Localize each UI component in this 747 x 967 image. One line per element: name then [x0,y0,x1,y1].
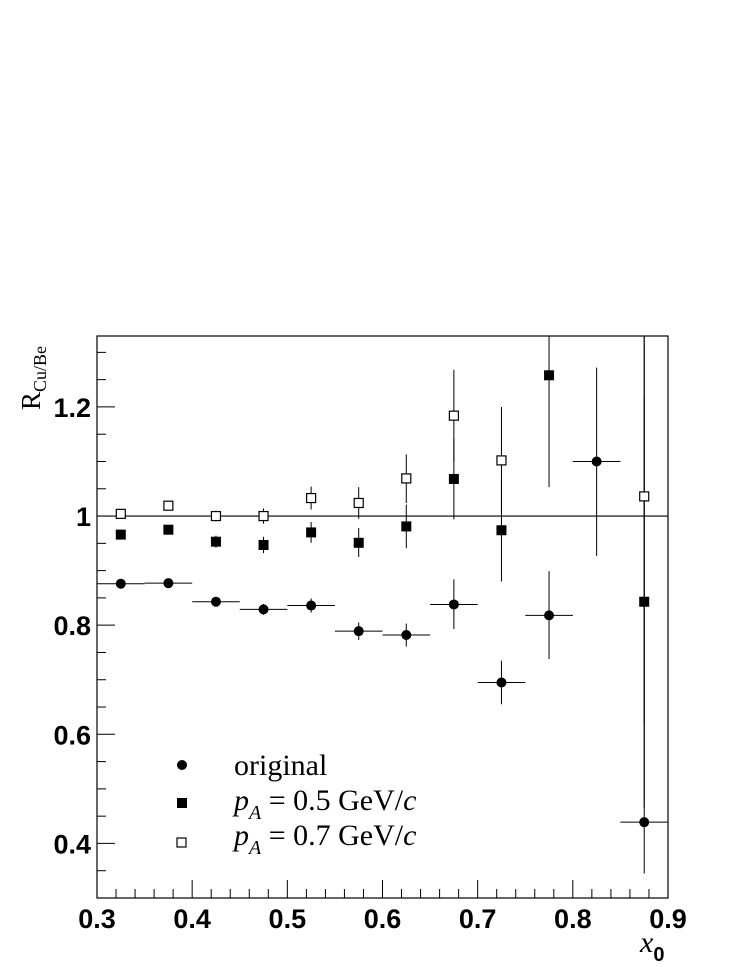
data-point-open-square [448,410,459,421]
data-point-filled-square [448,473,459,484]
legend-label-original: original [234,749,327,782]
data-point-circle [401,630,412,641]
data-point-circle [639,817,650,828]
y-tick-label: 1 [76,502,91,532]
data-point-open-square [258,510,269,522]
data-point-circle [496,677,507,688]
y-axis-label-main: R [16,392,46,410]
y-tick-label: 0.6 [53,720,91,750]
data-point-open-square [115,508,126,519]
y-axis-label-sub: Cu/Be [30,346,50,392]
data-point-circle [115,578,126,589]
data-point-open-square [353,497,364,509]
x-axis-label-main: x [639,926,654,959]
data-point-filled-square [496,525,507,536]
data-point-circle [353,626,364,637]
data-point-open-square [639,491,650,502]
x-axis-label: x0 [639,926,664,966]
data-point-circle [163,578,174,589]
legend-label-pa05: pA = 0.5 GeV/c [232,784,416,824]
x-tick-label: 0.9 [649,904,687,934]
legend-marker-original [177,760,187,770]
data-point-circle [306,600,317,611]
series-2 [115,336,650,724]
y-tick-label: 1.2 [53,393,91,423]
axes: 0.3 0.4 0.5 0.6 0.7 0.8 0.9 0.4 0.6 0.8 1 1.2 [53,335,687,934]
x-tick-label: 0.3 [78,904,116,934]
x-tick-label: 0.7 [459,904,497,934]
data-point-filled-square [163,524,174,535]
data-point-open-square [401,473,412,484]
data-point-filled-square [306,527,317,538]
data-point-open-square [496,455,507,466]
data-point-open-square [306,492,317,504]
data-point-circle [591,456,602,467]
series-1 [115,336,650,808]
y-tick-label: 0.4 [53,829,91,859]
data-marks [97,336,668,874]
data-point-filled-square [210,536,221,547]
data-point-circle [258,604,269,615]
data-point-filled-square [401,521,412,532]
data-point-filled-square [258,539,269,550]
data-point-circle [544,610,555,621]
data-point-filled-square [115,529,126,540]
y-tick-label: 0.8 [53,611,91,641]
legend-marker-pa07 [176,837,187,848]
legend: original pA = 0.5 GeV/c pA = 0.7 GeV/c [176,749,416,859]
data-point-filled-square [353,537,364,548]
legend-marker-pa05 [177,798,187,808]
y-axis-label: RCu/Be [16,346,50,410]
x-tick-label: 0.5 [269,904,307,934]
x-axis-label-sub: 0 [653,944,664,966]
data-point-open-square [163,500,174,511]
x-tick-label: 0.6 [364,904,402,934]
data-point-open-square [210,510,222,522]
x-tick-label: 0.8 [554,904,592,934]
x-tick-label: 0.4 [173,904,211,934]
data-point-circle [210,596,221,607]
legend-label-pa07: pA = 0.7 GeV/c [232,819,416,859]
data-point-circle [448,599,459,610]
data-point-filled-square [544,370,555,381]
